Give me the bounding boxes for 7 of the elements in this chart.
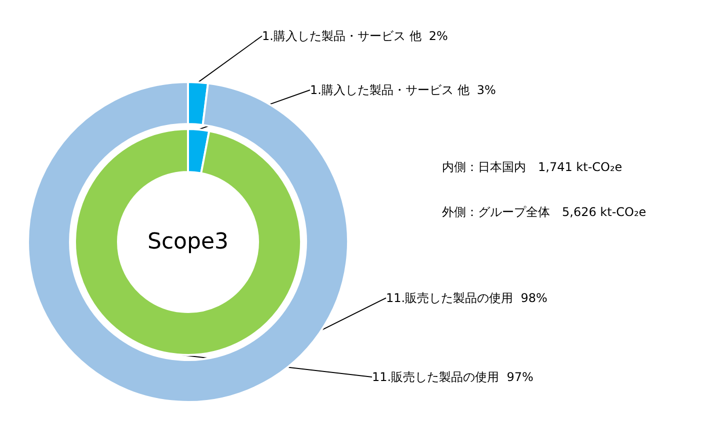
category-label: 1.購入した製品・サービス 他 2%: [262, 29, 448, 43]
text: 内側：日本国内 1,741 kt-CO₂e: [442, 160, 622, 174]
slice-label: 1.購入した製品・サービス 他 3%: [310, 83, 496, 97]
text: 外側：グループ全体 5,626 kt-CO₂e: [442, 205, 646, 219]
category-label: 11.販売した製品の使用 98%: [386, 291, 548, 305]
slice-label: 11.販売した製品の使用 97%: [372, 370, 534, 384]
text: Scope3: [147, 230, 229, 254]
